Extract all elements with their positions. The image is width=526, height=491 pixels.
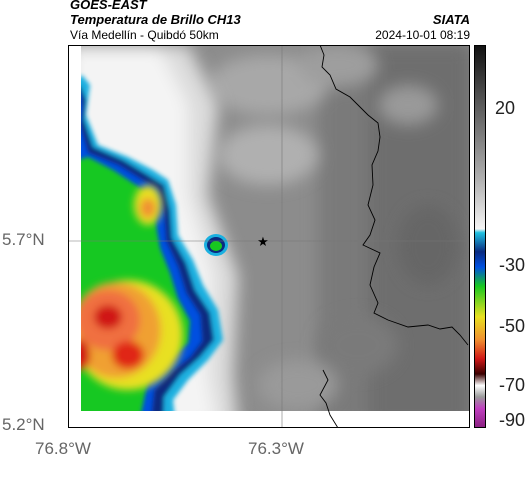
map-imagery: ★ — [68, 45, 470, 428]
colorbar-tick: -50 — [499, 316, 526, 336]
colorbar-tick: -70 — [499, 375, 526, 395]
timestamp: 2024-10-01 08:19 — [375, 28, 470, 42]
latitude-tick: 5.7°N — [2, 230, 45, 249]
colorbar — [474, 45, 486, 428]
title-line-1: GOES-EAST — [70, 0, 147, 12]
latitude-tick: 5.2°N — [2, 415, 45, 434]
colorbar-tick: -90 — [499, 410, 526, 430]
border-line-east — [319, 45, 469, 346]
brand-label: SIATA — [432, 12, 470, 27]
star-icon: ★ — [257, 235, 269, 250]
satellite-map: ★ — [68, 45, 470, 428]
longitude-tick: 76.3°W — [248, 439, 304, 458]
colorbar-tick: 20 — [495, 98, 516, 118]
colorbar-tick: -30 — [499, 255, 526, 275]
map-frame — [68, 45, 470, 428]
title-line-2: Temperatura de Brillo CH13 — [70, 12, 241, 27]
border-line-south — [319, 369, 339, 428]
longitude-tick: 76.8°W — [35, 439, 91, 458]
subtitle: Vía Medellín - Quibdó 50km — [70, 28, 219, 42]
